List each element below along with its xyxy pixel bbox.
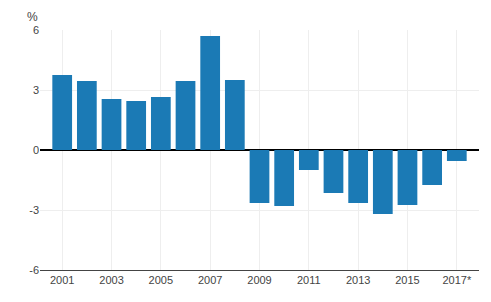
svg-text:2017*: 2017* xyxy=(442,274,471,286)
svg-text:2001: 2001 xyxy=(50,274,74,286)
svg-text:2009: 2009 xyxy=(247,274,271,286)
svg-text:%: % xyxy=(27,10,38,24)
svg-text:2003: 2003 xyxy=(99,274,123,286)
svg-text:2007: 2007 xyxy=(198,274,222,286)
svg-text:0: 0 xyxy=(33,144,39,156)
svg-text:2011: 2011 xyxy=(297,274,321,286)
svg-text:2005: 2005 xyxy=(149,274,173,286)
svg-text:6: 6 xyxy=(33,24,39,36)
svg-text:-3: -3 xyxy=(29,204,39,216)
svg-text:-6: -6 xyxy=(29,264,39,276)
svg-text:2013: 2013 xyxy=(346,274,370,286)
svg-text:2015: 2015 xyxy=(395,274,419,286)
svg-text:3: 3 xyxy=(33,84,39,96)
